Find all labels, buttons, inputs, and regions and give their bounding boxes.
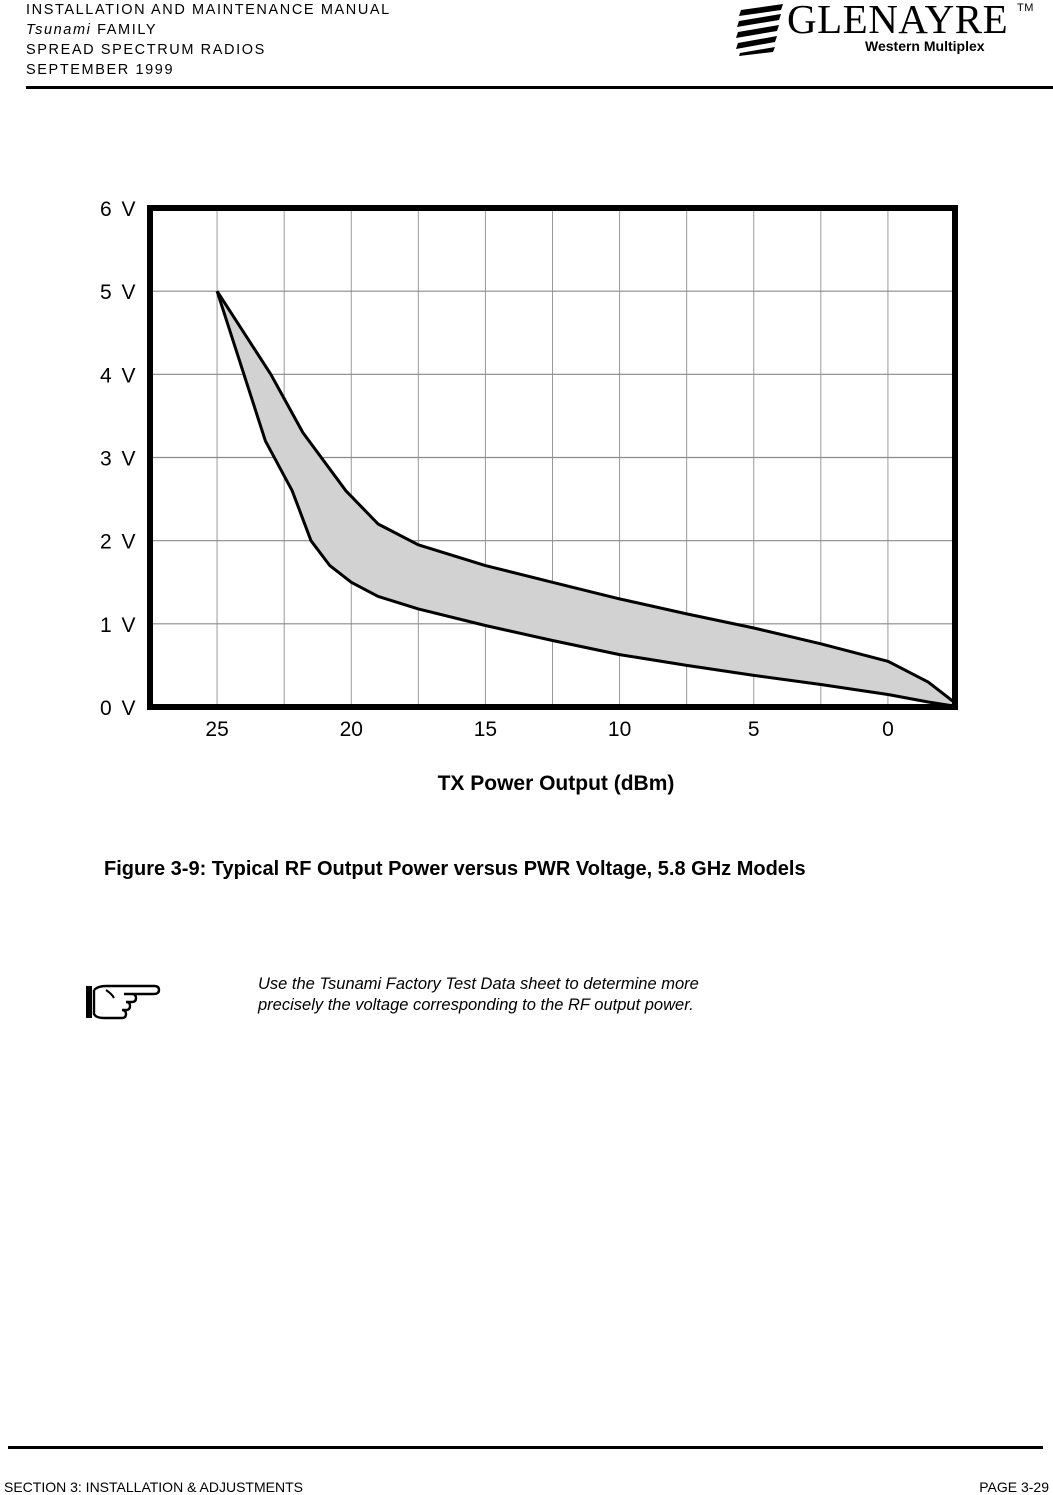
x-tick-label: 20 — [340, 718, 363, 741]
series-line-lower — [215, 290, 956, 708]
curve-band-fill — [217, 291, 956, 707]
x-tick-label: 25 — [205, 718, 228, 741]
note-line-2: precisely the voltage corresponding to t… — [258, 996, 694, 1014]
x-tick-label: 0 — [882, 718, 894, 741]
y-tick-label: 5 V — [100, 281, 138, 304]
header-rule — [26, 86, 1053, 89]
y-tick-label: 6 V — [100, 198, 138, 221]
x-tick-label: 5 — [748, 718, 760, 741]
header-date: SEPTEMBER 1999 — [26, 62, 175, 78]
voltage-vs-power-chart: 6 V 5 V 4 V 3 V 2 V 1 V 0 V 25 20 15 10 5 0 TX Power … — [100, 198, 958, 795]
y-tick-label: 3 V — [100, 448, 138, 471]
header-family: Tsunami FAMILY — [26, 20, 391, 40]
plot-frame — [147, 205, 958, 710]
figure-caption: Figure 3-9: Typical RF Output Power vers… — [104, 858, 806, 880]
document-header: INSTALLATION AND MAINTENANCE MANUAL Tsun… — [26, 0, 391, 80]
logo-wordmark: GLENAYRE — [787, 0, 1009, 42]
logo-trademark: TM — [1017, 2, 1034, 14]
series-line-upper — [215, 290, 956, 704]
header-family-italic: Tsunami — [26, 22, 92, 38]
note-text: Use the Tsunami Factory Test Data sheet … — [258, 974, 878, 1016]
y-tick-label: 2 V — [100, 531, 138, 554]
footer-rule — [8, 1446, 1043, 1449]
y-tick-label: 0 V — [100, 697, 138, 720]
note-line-1: Use the Tsunami Factory Test Data sheet … — [258, 975, 699, 993]
footer-page-number: PAGE 3-29 — [979, 1479, 1049, 1495]
x-axis-label: TX Power Output (dBm) — [438, 772, 675, 795]
logo-subtitle: Western Multiplex — [865, 38, 985, 54]
header-manual-title: INSTALLATION AND MAINTENANCE MANUAL — [26, 2, 391, 18]
logo-swoosh-icon — [736, 4, 783, 56]
pointing-hand-icon — [86, 984, 161, 1020]
footer-section: SECTION 3: INSTALLATION & ADJUSTMENTS — [4, 1479, 303, 1495]
header-family-rest: FAMILY — [91, 22, 158, 38]
y-tick-label: 1 V — [100, 614, 138, 637]
x-tick-label: 15 — [474, 718, 497, 741]
x-tick-label: 10 — [608, 718, 631, 741]
glenayre-logo: GLENAYRE TM Western Multiplex — [735, 0, 1035, 60]
header-product: SPREAD SPECTRUM RADIOS — [26, 42, 266, 58]
y-tick-label: 4 V — [100, 364, 138, 387]
